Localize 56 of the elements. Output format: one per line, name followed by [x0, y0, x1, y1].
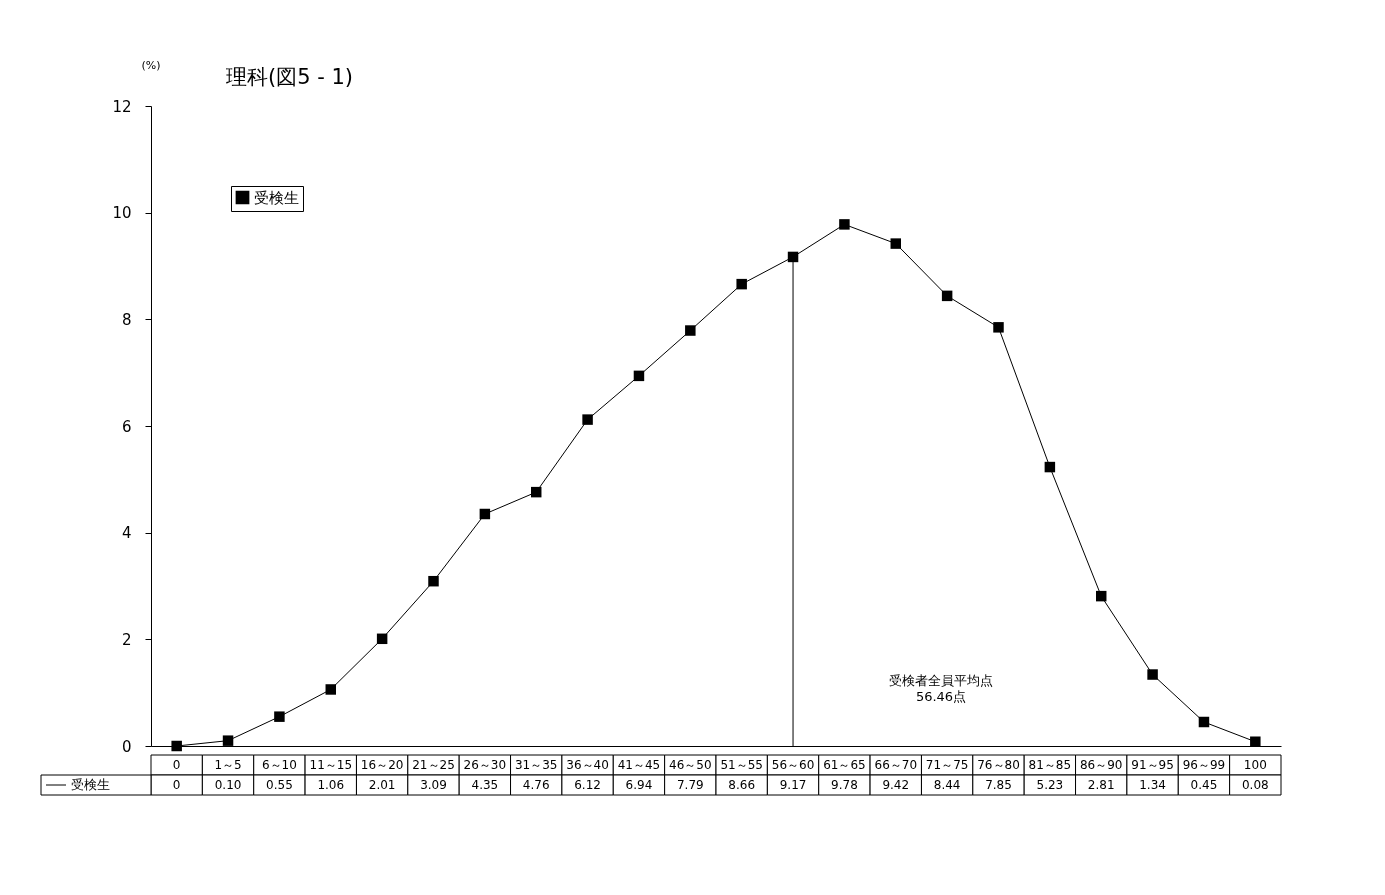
data-label: 8.44: [933, 778, 961, 792]
data-label: 5.23: [1036, 778, 1064, 792]
data-label: 8.66: [728, 778, 756, 792]
x-tick-label: 76～80: [977, 758, 1020, 772]
x-tick-label: 16～20: [360, 758, 404, 772]
x-tick-label: 81～85: [1028, 758, 1072, 772]
y-tick-label: 0: [121, 737, 132, 756]
x-tick-label: 96～99: [1182, 758, 1226, 772]
x-tick-label: 21～25: [412, 758, 455, 772]
x-tick-label: 86～90: [1079, 758, 1123, 772]
annotation: 受検者全員平均点 56.46点: [889, 673, 993, 704]
x-tick-label: 1～5: [214, 758, 242, 772]
data-label: 4.35: [471, 778, 499, 792]
data-label: 7.85: [985, 778, 1012, 792]
x-tick-label: 51～55: [720, 758, 763, 772]
y-tick-label: 4: [121, 524, 132, 543]
data-label: 4.76: [522, 778, 550, 792]
legend-label: 受検生: [254, 188, 299, 207]
x-tick-label: 91～95: [1131, 758, 1174, 772]
data-label: 0.55: [266, 778, 293, 792]
data-label: 9.42: [882, 778, 910, 792]
data-label: 6.12: [574, 778, 601, 792]
x-tick-label: 11～15: [309, 758, 353, 772]
data-label: 9.78: [831, 778, 858, 792]
data-label: 2.81: [1087, 778, 1115, 792]
x-tick-label: 36～40: [566, 758, 609, 772]
data-label: 2.01: [368, 778, 396, 792]
data-label: 0.10: [214, 778, 242, 792]
x-tick-label: 61～65: [823, 758, 866, 772]
text: 受検生: [71, 777, 110, 792]
x-tick-label: 56～60: [771, 758, 815, 772]
x-tick-label: 66～70: [874, 758, 918, 772]
data-label: 1.34: [1139, 778, 1166, 792]
x-tick-label: 26～30: [463, 758, 507, 772]
data-label: 0.45: [1190, 778, 1218, 792]
data-label: 3.09: [420, 778, 447, 792]
x-tick-label: 0: [172, 758, 181, 772]
y-tick-label: 8: [121, 310, 132, 329]
chart-title: 理科(図5 - 1): [226, 65, 354, 89]
x-tick-label: 46～50: [669, 758, 712, 772]
y-axis-title: (%): [141, 59, 161, 72]
y-tick-label: 10: [112, 204, 132, 223]
data-label: 1.06: [317, 778, 345, 792]
y-tick-label: 6: [121, 417, 132, 436]
data-label: 9.17: [779, 778, 807, 792]
x-tick-label: 71～75: [925, 758, 969, 772]
data-label: 6.94: [625, 778, 653, 792]
data-label: 0.08: [1241, 778, 1269, 792]
y-tick-label: 12: [112, 97, 132, 116]
x-tick-label: 100: [1243, 758, 1267, 772]
x-tick-label: 41～45: [617, 758, 661, 772]
data-label: 7.79: [676, 778, 704, 792]
x-tick-label: 31～35: [514, 758, 558, 772]
data-label: 0: [172, 778, 181, 792]
x-tick-label: 6～10: [261, 758, 297, 772]
y-tick-label: 2: [121, 630, 132, 649]
